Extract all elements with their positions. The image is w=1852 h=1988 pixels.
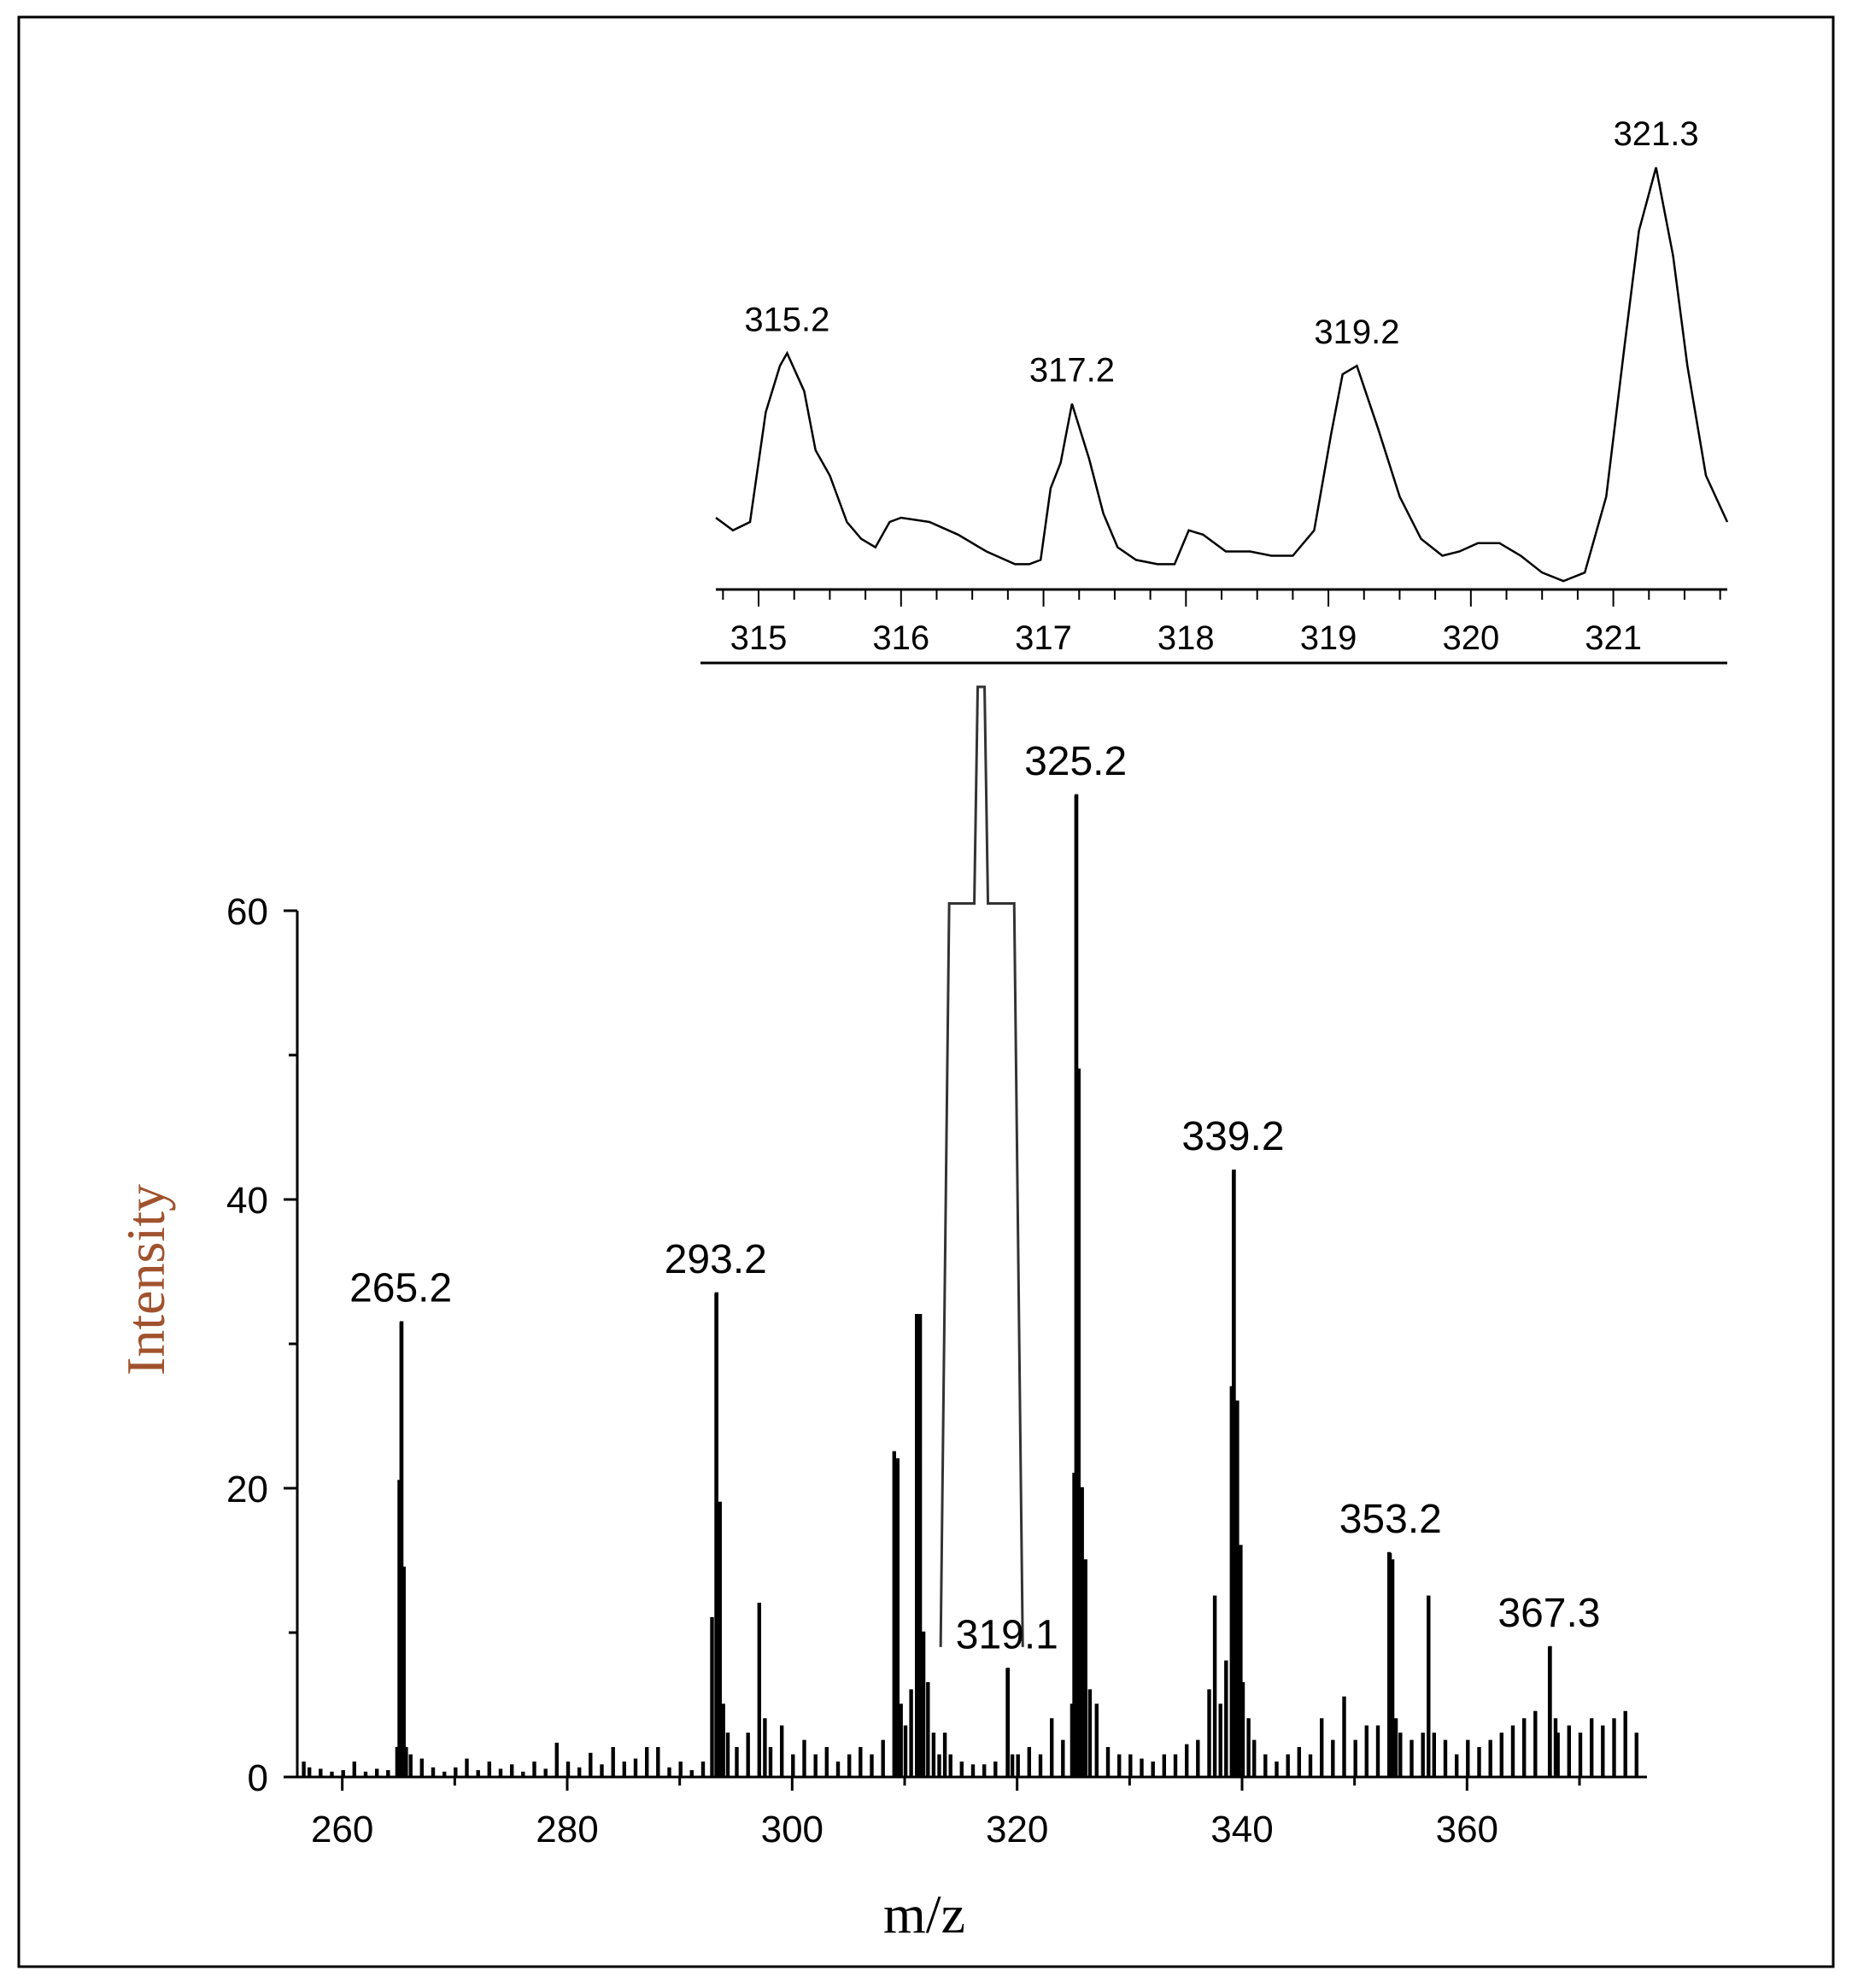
y-tick-label: 40 (226, 1180, 268, 1222)
inset-x-tick-label: 321 (1585, 619, 1642, 657)
inset-peak-label: 321.3 (1614, 115, 1699, 153)
inset-x-tick-label: 316 (872, 619, 929, 657)
x-tick-label: 300 (761, 1809, 823, 1850)
peak-label: 367.3 (1497, 1591, 1600, 1636)
peak-label: 325.2 (1024, 739, 1127, 784)
inset-peak-label: 319.2 (1314, 314, 1399, 351)
x-tick-label: 340 (1210, 1809, 1273, 1850)
y-tick-label: 60 (226, 891, 268, 933)
x-axis-label: m/z (883, 1884, 965, 1944)
inset-chart: 315 316 317 318 319 320 321 315.2 317.2 319.2 321.… (700, 115, 1729, 665)
inset-x-tick-label: 318 (1158, 619, 1215, 657)
inset-x-tick-label: 317 (1015, 619, 1072, 657)
peak-label: 293.2 (665, 1237, 767, 1282)
inset-peak-label: 315.2 (744, 301, 829, 338)
figure-border (17, 15, 1835, 1968)
inset-x-tick-label: 315 (730, 619, 788, 657)
y-tick-label: 20 (226, 1469, 268, 1510)
x-tick-label: 320 (986, 1809, 1048, 1850)
spectrum-trace (302, 794, 1638, 1779)
x-tick-label: 280 (536, 1809, 598, 1850)
peak-label: 265.2 (349, 1266, 452, 1311)
peak-label: 353.2 (1339, 1497, 1442, 1542)
x-tick-label: 260 (311, 1809, 373, 1850)
x-tick-label: 360 (1436, 1809, 1498, 1850)
main-chart: 260 280 300 320 340 360 0 20 40 60 265.2 293.2 319.1… (226, 685, 1647, 1850)
inset-trace (715, 167, 1729, 583)
y-axis-label: Intensity (115, 1184, 176, 1375)
inset-x-tick-label: 320 (1442, 619, 1499, 657)
inset-x-tick-label: 319 (1300, 619, 1357, 657)
y-tick-label: 0 (248, 1757, 268, 1799)
peak-label: 339.2 (1181, 1114, 1284, 1159)
clipped-peak-bracket (939, 685, 1024, 1647)
peak-label: 319.1 (956, 1612, 1058, 1657)
inset-peak-label: 317.2 (1029, 352, 1115, 390)
